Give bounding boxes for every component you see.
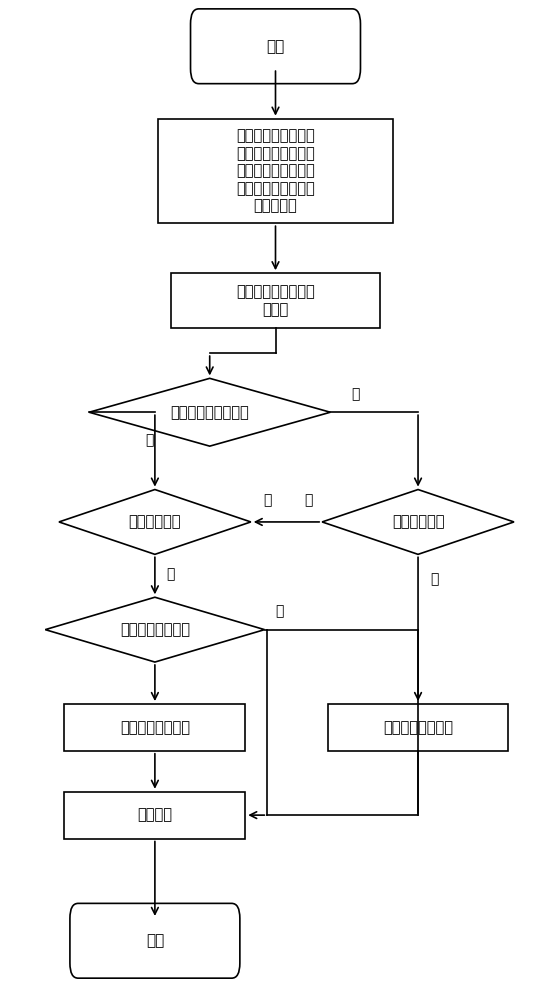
FancyBboxPatch shape xyxy=(70,903,240,978)
Bar xyxy=(158,119,393,223)
Polygon shape xyxy=(322,490,514,554)
Text: 屏蔽门打开？: 屏蔽门打开？ xyxy=(392,514,444,529)
Text: 计算屏蔽门和车厢的
电位差: 计算屏蔽门和车厢的 电位差 xyxy=(236,284,315,317)
Text: 电压超过整定值？: 电压超过整定值？ xyxy=(120,622,190,637)
Text: 等电位连接线闭合: 等电位连接线闭合 xyxy=(120,720,190,735)
Bar xyxy=(328,704,509,751)
Text: 是: 是 xyxy=(304,493,312,507)
Text: 结束: 结束 xyxy=(146,933,164,948)
Bar xyxy=(64,704,245,751)
Text: 否: 否 xyxy=(430,572,439,586)
Text: 否: 否 xyxy=(276,605,284,619)
Polygon shape xyxy=(59,490,251,554)
Text: 是: 是 xyxy=(145,433,154,447)
Text: 维持现状: 维持现状 xyxy=(137,808,172,823)
FancyBboxPatch shape xyxy=(191,9,360,84)
Text: 屏蔽门打开？: 屏蔽门打开？ xyxy=(128,514,181,529)
Polygon shape xyxy=(89,378,330,446)
Text: 等电位连接线断开？: 等电位连接线断开？ xyxy=(170,405,249,420)
Bar xyxy=(64,792,245,839)
Text: 否: 否 xyxy=(263,493,272,507)
Text: 等电位连接线断开: 等电位连接线断开 xyxy=(383,720,453,735)
Text: 否: 否 xyxy=(351,387,359,401)
Text: 测量并获取钢轨对地
电压、屏蔽门对地电
压，获取屏蔽门开关
信号以及等电位连接
线开闭信号: 测量并获取钢轨对地 电压、屏蔽门对地电 压，获取屏蔽门开关 信号以及等电位连接 … xyxy=(236,129,315,213)
Bar xyxy=(171,273,380,328)
Text: 开始: 开始 xyxy=(266,39,285,54)
Polygon shape xyxy=(45,597,264,662)
Text: 是: 是 xyxy=(166,567,175,581)
